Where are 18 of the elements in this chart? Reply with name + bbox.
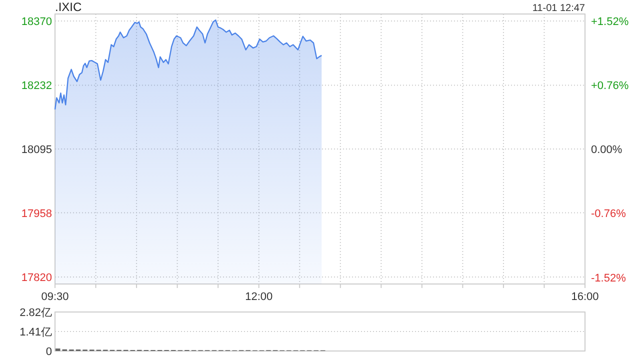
chart-title: .IXIC — [55, 0, 82, 14]
y-tick-label: 2.82亿 — [20, 307, 52, 319]
y-tick-label: 1.41亿 — [20, 326, 52, 338]
y2-tick-label: 0.00% — [591, 144, 622, 156]
y-tick-label: 18370 — [21, 16, 52, 28]
y2-tick-label: -0.76% — [591, 208, 626, 220]
x-tick-label: 09:30 — [41, 291, 69, 303]
y-tick-label: 17958 — [21, 208, 52, 220]
text: 11-01 12:47 — [532, 3, 586, 14]
y-tick-label: 18232 — [21, 80, 52, 92]
x-tick-label: 12:00 — [245, 291, 273, 303]
x-tick-label: 16:00 — [571, 291, 599, 303]
y2-tick-label: -1.52% — [591, 272, 626, 284]
y-tick-label: 17820 — [21, 272, 52, 284]
y2-tick-label: +0.76% — [591, 80, 629, 92]
y-tick-label: 0 — [46, 346, 52, 358]
y2-tick-label: +1.52% — [591, 16, 629, 28]
y-tick-label: 18095 — [21, 144, 52, 156]
